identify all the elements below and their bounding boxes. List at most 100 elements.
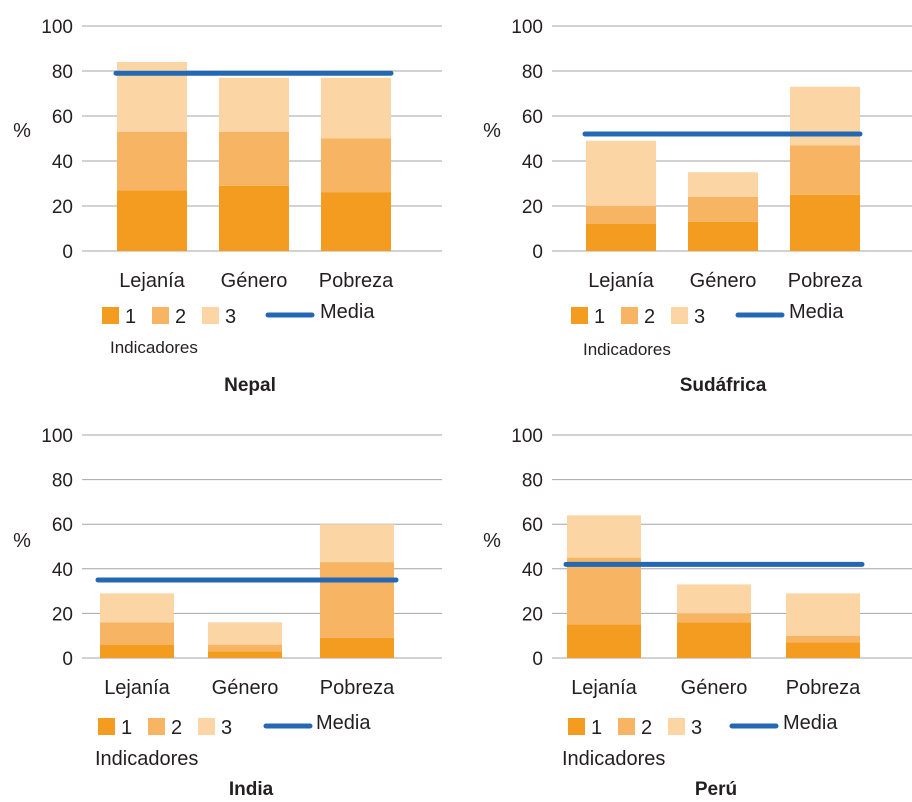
- bar-segment-series-1: [117, 190, 187, 251]
- bar-segment-series-1: [677, 622, 751, 658]
- chart-title: Nepal: [224, 375, 276, 396]
- bar-segment-series-2: [208, 644, 282, 652]
- bar-segment-series-2: [567, 557, 641, 625]
- legend-label-series-3: 3: [225, 306, 236, 328]
- legend-label-series-2: 2: [171, 717, 182, 739]
- legend-swatch-series-1: [568, 718, 585, 735]
- legend-label-series-1: 1: [591, 717, 602, 739]
- bar-segment-series-2: [320, 562, 394, 638]
- legend-label-series-3: 3: [691, 717, 702, 739]
- bar-segment-series-3: [567, 515, 641, 558]
- legend-swatch-series-3: [671, 307, 688, 324]
- bar-segment-series-2: [790, 145, 860, 195]
- bar-segment-series-2: [688, 197, 758, 222]
- y-tick-label: 80: [52, 62, 73, 83]
- legend-swatch-series-1: [98, 718, 115, 735]
- bar-segment-series-3: [786, 593, 860, 636]
- bar-segment-series-2: [786, 635, 860, 643]
- x-tick-label: Lejanía: [104, 677, 170, 699]
- y-tick-label: 0: [532, 242, 543, 263]
- bar-segment-series-3: [320, 524, 394, 563]
- x-tick-label: Género: [681, 677, 748, 699]
- x-tick-label: Género: [690, 270, 757, 292]
- y-tick-label: 20: [522, 604, 543, 625]
- bar-segment-series-1: [321, 192, 391, 251]
- x-tick-label: Pobreza: [319, 270, 394, 292]
- y-tick-label: 20: [522, 197, 543, 218]
- bar-segment-series-2: [117, 131, 187, 191]
- legend-swatch-series-1: [571, 307, 588, 324]
- legend-swatch-series-2: [618, 718, 635, 735]
- bar-segment-series-1: [320, 637, 394, 658]
- legend-swatch-series-2: [152, 307, 169, 324]
- bar-segment-series-2: [321, 138, 391, 193]
- y-tick-label: 60: [52, 515, 73, 536]
- bar-segment-series-1: [208, 651, 282, 658]
- y-axis-label: %: [13, 530, 31, 552]
- bar-segment-series-1: [688, 221, 758, 251]
- legend-swatch-series-3: [668, 718, 685, 735]
- y-tick-label: 80: [52, 471, 73, 492]
- x-tick-label: Pobreza: [786, 677, 861, 699]
- chart-title: India: [229, 779, 274, 800]
- y-tick-label: 80: [522, 471, 543, 492]
- y-tick-label: 60: [52, 107, 73, 128]
- y-tick-label: 20: [52, 604, 73, 625]
- legend-swatch-series-3: [198, 718, 215, 735]
- chart-title: Perú: [695, 779, 737, 800]
- bar-segment-series-3: [688, 172, 758, 197]
- y-tick-label: 40: [52, 152, 73, 173]
- y-tick-label: 100: [41, 426, 73, 447]
- legend-label-media: Media: [783, 712, 838, 734]
- x-axis-label: Indicadores: [562, 748, 665, 770]
- bar-segment-series-3: [100, 593, 174, 623]
- legend-swatch-series-2: [621, 307, 638, 324]
- y-tick-label: 0: [532, 649, 543, 670]
- bar-segment-series-3: [321, 77, 391, 139]
- legend-label-series-3: 3: [694, 306, 705, 328]
- legend-label-media: Media: [789, 301, 844, 323]
- y-tick-label: 20: [52, 197, 73, 218]
- x-tick-label: Lejanía: [588, 270, 654, 292]
- legend-swatch-series-3: [202, 307, 219, 324]
- y-axis-label: %: [483, 530, 501, 552]
- bar-segment-series-1: [100, 644, 174, 658]
- bar-segment-series-1: [219, 185, 289, 251]
- y-tick-label: 60: [522, 107, 543, 128]
- legend-label-media: Media: [316, 712, 371, 734]
- y-tick-label: 80: [522, 62, 543, 83]
- y-tick-label: 100: [511, 17, 543, 38]
- y-axis-label: %: [483, 120, 501, 142]
- bar-segment-series-2: [219, 131, 289, 186]
- y-tick-label: 40: [522, 152, 543, 173]
- x-tick-label: Pobreza: [320, 677, 395, 699]
- legend-swatch-series-1: [102, 307, 119, 324]
- bar-segment-series-2: [677, 613, 751, 623]
- legend-label-media: Media: [320, 301, 375, 323]
- bar-segment-series-3: [219, 77, 289, 132]
- y-tick-label: 60: [522, 515, 543, 536]
- y-tick-label: 100: [511, 426, 543, 447]
- legend-label-series-1: 1: [121, 717, 132, 739]
- y-tick-label: 40: [52, 560, 73, 581]
- bar-segment-series-2: [586, 206, 656, 224]
- x-tick-label: Lejanía: [571, 677, 637, 699]
- bar-segment-series-3: [208, 622, 282, 645]
- bar-segment-series-1: [567, 624, 641, 658]
- legend-label-series-1: 1: [594, 306, 605, 328]
- chart-title: Sudáfrica: [680, 375, 767, 396]
- legend-label-series-2: 2: [641, 717, 652, 739]
- y-axis-label: %: [13, 120, 31, 142]
- y-tick-label: 40: [522, 560, 543, 581]
- x-axis-label: Indicadores: [95, 748, 198, 770]
- y-tick-label: 100: [41, 17, 73, 38]
- x-tick-label: Género: [212, 677, 279, 699]
- legend-label-series-2: 2: [644, 306, 655, 328]
- legend-label-series-1: 1: [125, 306, 136, 328]
- x-axis-label: Indicadores: [583, 340, 671, 359]
- bar-segment-series-3: [586, 140, 656, 206]
- x-tick-label: Género: [221, 270, 288, 292]
- bar-segment-series-3: [677, 584, 751, 614]
- y-tick-label: 0: [62, 242, 73, 263]
